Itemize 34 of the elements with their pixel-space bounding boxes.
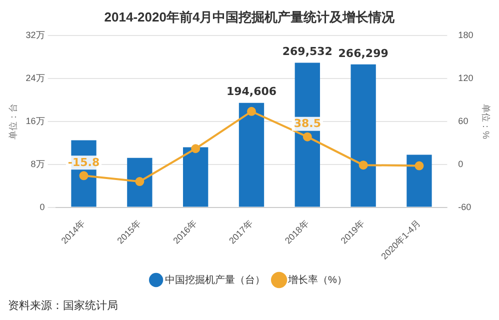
point xyxy=(79,171,88,180)
point xyxy=(135,177,144,186)
y-tick-label: 16万 xyxy=(26,116,45,126)
legend-label: 中国挖掘机产量（台） xyxy=(165,274,266,286)
point xyxy=(414,161,424,170)
bar xyxy=(238,102,264,207)
legend-label: 增长率（%） xyxy=(287,274,347,286)
y-tick-label: 32万 xyxy=(26,30,45,40)
y2-axis-title: 单位：% xyxy=(481,104,492,139)
annotation: 194,606 xyxy=(226,85,277,98)
point xyxy=(247,106,256,116)
y-tick-label: 0 xyxy=(40,202,45,212)
y-axis-title: 单位：台 xyxy=(8,103,18,140)
chart-title: 2014-2020年前4月中国挖掘机产量统计及增长情况 xyxy=(104,9,396,24)
bar xyxy=(350,64,376,207)
point xyxy=(191,144,200,154)
y2-tick-label: 120 xyxy=(458,73,474,84)
annotation: 269,532 xyxy=(282,45,332,58)
y-tick-label: 8万 xyxy=(30,158,45,169)
annotation: 266,299 xyxy=(338,46,388,60)
bar xyxy=(183,147,208,207)
y2-tick-label: 60 xyxy=(458,116,468,126)
data-label: -15.8 xyxy=(68,156,100,170)
text: 资料来源：国家统计局 xyxy=(8,298,118,313)
point xyxy=(302,132,312,142)
y-tick-label: 24万 xyxy=(26,73,45,84)
bar xyxy=(127,158,152,207)
y2-tick-label: 0 xyxy=(458,158,464,169)
bar xyxy=(406,154,432,207)
y2-tick-label: -60 xyxy=(458,202,472,212)
y2-tick-label: 180 xyxy=(458,30,474,40)
bar xyxy=(294,62,320,207)
data-label: 38.5 xyxy=(294,117,321,130)
point xyxy=(358,160,368,170)
